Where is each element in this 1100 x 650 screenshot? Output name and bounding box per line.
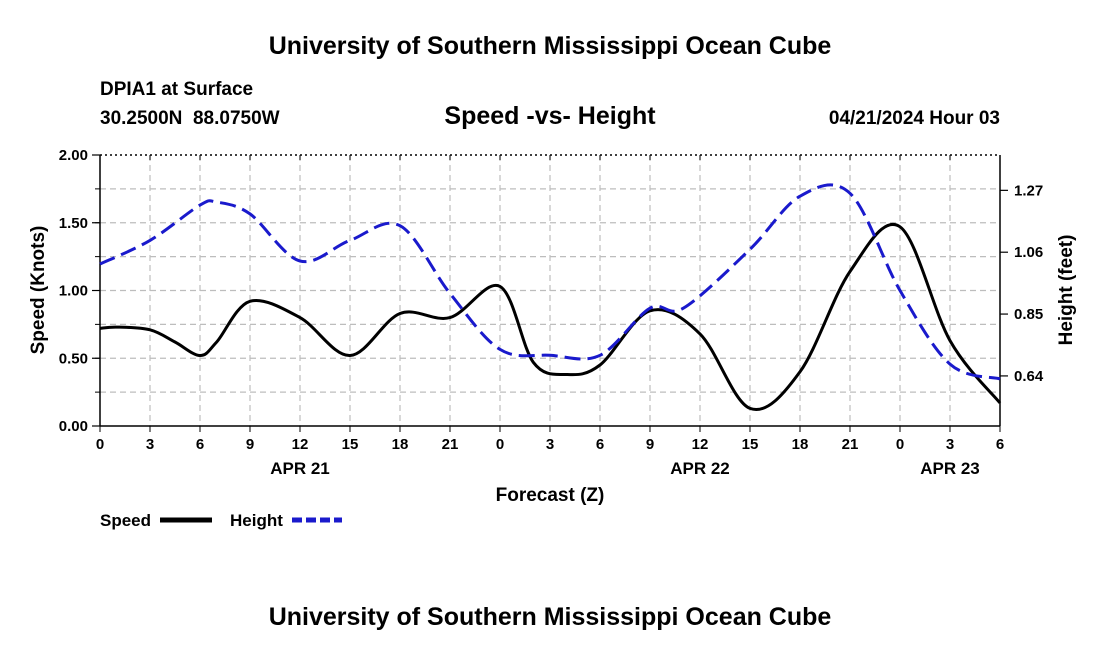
grid	[100, 155, 1000, 426]
x-tick-label: 0	[96, 436, 104, 453]
footer-title: University of Southern Mississippi Ocean…	[269, 603, 832, 631]
legend-speed-label: Speed	[100, 511, 151, 530]
legend: Speed Height	[100, 511, 342, 530]
y2-tick-label: 1.06	[1014, 244, 1043, 261]
x-tick-label: 6	[196, 436, 204, 453]
y-tick-label: 0.00	[59, 418, 88, 435]
page-title: University of Southern Mississippi Ocean…	[269, 32, 832, 60]
day-label: APR 21	[270, 459, 330, 478]
x-tick-label: 0	[496, 436, 504, 453]
x-tick-label: 18	[392, 436, 409, 453]
y-tick-label: 2.00	[59, 147, 88, 164]
x-tick-label: 3	[546, 436, 554, 453]
legend-height-label: Height	[230, 511, 283, 530]
station-name: DPIA1 at Surface	[100, 79, 253, 100]
tick-labels: 0 3 6 9 12 15 18 21 0 3 6 9 12 15 18 21 0 3 6 APR 21 APR 22 A…	[59, 147, 1044, 478]
x-tick-label: 6	[596, 436, 604, 453]
y2-tick-label: 1.27	[1014, 182, 1043, 199]
station-coords: 30.2500N 88.0750W	[100, 108, 280, 129]
y-axis-label: Speed (Knots)	[28, 226, 49, 355]
x-tick-label: 0	[896, 436, 904, 453]
height-series-line	[99, 183, 1001, 381]
speed-series-line	[99, 223, 1002, 412]
forecast-date: 04/21/2024 Hour 03	[829, 108, 1000, 129]
x-tick-label: 21	[442, 436, 459, 453]
x-tick-label: 9	[246, 436, 254, 453]
series-lines	[99, 183, 1002, 412]
axes	[92, 154, 1008, 432]
x-tick-label: 6	[996, 436, 1004, 453]
day-label: APR 23	[920, 459, 980, 478]
y-tick-label: 1.50	[59, 215, 88, 232]
y2-tick-label: 0.85	[1014, 306, 1043, 323]
y2-axis-label: Height (feet)	[1056, 235, 1077, 346]
x-tick-label: 15	[742, 436, 759, 453]
day-label: APR 22	[670, 459, 730, 478]
x-tick-label: 3	[946, 436, 954, 453]
x-tick-label: 12	[292, 436, 309, 453]
x-tick-label: 18	[792, 436, 809, 453]
x-tick-label: 3	[146, 436, 154, 453]
x-axis-label: Forecast (Z)	[496, 485, 605, 506]
x-tick-label: 9	[646, 436, 654, 453]
y-tick-label: 1.00	[59, 283, 88, 300]
x-tick-label: 12	[692, 436, 709, 453]
y2-tick-label: 0.64	[1014, 368, 1044, 385]
x-tick-label: 15	[342, 436, 359, 453]
chart-subtitle: Speed -vs- Height	[444, 102, 656, 130]
x-tick-label: 21	[842, 436, 859, 453]
y-tick-label: 0.50	[59, 350, 88, 367]
